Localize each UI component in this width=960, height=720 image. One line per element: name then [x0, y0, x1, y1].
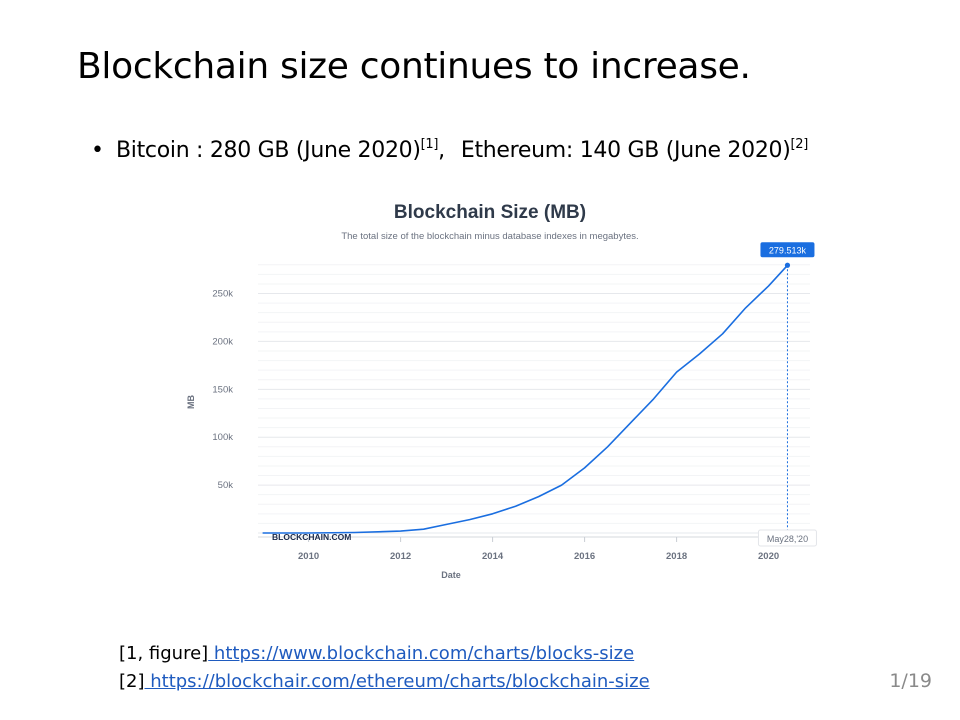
- bullet-point: • Bitcoin : 280 GB (June 2020)[1], Ethereu…: [91, 138, 808, 163]
- reference-2-label: [2]: [119, 671, 145, 692]
- tooltip-value-box: [760, 242, 815, 258]
- bullet-separator: ,: [438, 138, 445, 163]
- chart-series: [262, 264, 789, 534]
- x-axis-label: Date: [441, 570, 461, 580]
- chart-subtitle: The total size of the blockchain minus d…: [341, 231, 638, 242]
- y-axis-ticks: 50k 100k 150k 200k 250k: [212, 289, 233, 492]
- references: [1, figure] https://www.blockchain.com/c…: [119, 640, 650, 696]
- latest-point: [784, 262, 791, 268]
- y-tick-label: 150k: [212, 384, 233, 395]
- blockchain-size-chart: Blockchain Size (MB) The total size of t…: [180, 188, 820, 588]
- chart-title: Blockchain Size (MB): [394, 202, 586, 223]
- chart-gridlines: [258, 264, 810, 538]
- y-tick-label: 50k: [218, 480, 234, 491]
- y-tick-label: 250k: [212, 289, 233, 300]
- tooltip-date-box: [757, 529, 817, 547]
- ethereum-size-text: Ethereum: 140 GB (June 2020): [460, 138, 791, 163]
- x-tick-label: 2020: [758, 551, 779, 562]
- x-tick-label: 2012: [390, 551, 411, 562]
- y-axis-label: MB: [186, 395, 196, 409]
- x-tick-label: 2016: [574, 551, 595, 562]
- y-tick-label: 100k: [212, 432, 233, 443]
- chart-svg: Blockchain Size (MB) The total size of t…: [186, 202, 817, 580]
- page-number: 1/19: [889, 670, 932, 692]
- x-axis-ticks: 2010 2012 2014 2016 2018 2020: [298, 537, 779, 562]
- y-tick-label: 200k: [212, 336, 233, 347]
- x-tick-label: 2010: [298, 551, 319, 562]
- reference-1-link[interactable]: https://www.blockchain.com/charts/blocks…: [208, 643, 635, 664]
- bullet-symbol: •: [91, 138, 104, 163]
- tooltip-date: May28,'20: [767, 534, 808, 544]
- x-tick-label: 2014: [482, 551, 504, 562]
- reference-1-label: [1, figure]: [119, 643, 209, 664]
- reference-2-link[interactable]: https://blockchair.com/ethereum/charts/b…: [144, 671, 650, 692]
- slide-title: Blockchain size continues to increase.: [77, 46, 751, 87]
- reference-1: [1, figure] https://www.blockchain.com/c…: [119, 640, 650, 668]
- blockchain-watermark: BLOCKCHAIN.COM: [272, 532, 351, 542]
- x-tick-label: 2018: [666, 551, 687, 562]
- tooltip-value: 279.513k: [769, 245, 807, 255]
- series-line: [262, 264, 789, 534]
- bitcoin-size-text: Bitcoin : 280 GB (June 2020): [116, 138, 421, 163]
- chart-tooltip: 279.513k May28,'20: [757, 242, 817, 547]
- citation-1: [1]: [420, 137, 439, 152]
- reference-2: [2] https://blockchair.com/ethereum/char…: [119, 668, 650, 696]
- citation-2: [2]: [790, 137, 809, 152]
